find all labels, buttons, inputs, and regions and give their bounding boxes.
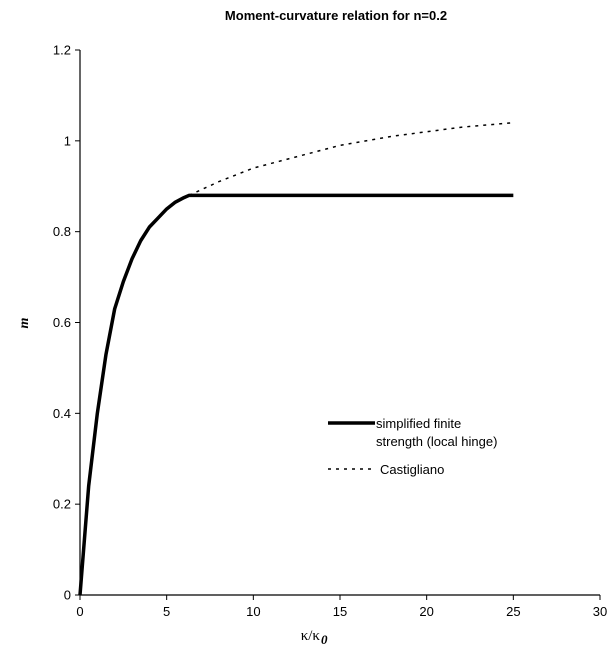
series-line-simplified — [78, 193, 514, 596]
series-layer — [78, 121, 514, 596]
y-ticks: 0 0.2 0.4 0.6 0.8 1 1.2 — [53, 43, 80, 603]
x-tick-label: 5 — [163, 604, 170, 619]
y-tick-label: 1 — [64, 133, 71, 148]
plot-area: 0 0.2 0.4 0.6 0.8 1 1.2 0 5 10 15 20 25 30 — [53, 43, 607, 620]
x-tick-label: 30 — [593, 604, 607, 619]
y-tick-label: 0 — [64, 588, 71, 603]
y-tick-label: 0.2 — [53, 497, 71, 512]
series-line-castigliano — [188, 121, 514, 197]
y-tick-label: 0.6 — [53, 315, 71, 330]
x-tick-label: 10 — [246, 604, 260, 619]
legend-label-solid: simplified finite strength (local hinge) — [376, 416, 497, 449]
x-tick-label: 0 — [76, 604, 83, 619]
x-axis-label-subscript: 0 — [321, 632, 328, 647]
chart-title: Moment-curvature relation for n=0.2 — [225, 8, 447, 23]
legend-label-dashed: Castigliano — [380, 462, 444, 477]
legend: simplified finite strength (local hinge)… — [328, 416, 497, 477]
y-tick-label: 0.8 — [53, 224, 71, 239]
x-axis-label-main: κ/κ — [301, 628, 321, 644]
x-axis-label: κ/κ 0 — [301, 628, 328, 647]
x-tick-label: 25 — [506, 604, 520, 619]
x-tick-label: 20 — [419, 604, 433, 619]
y-axis-label: m — [17, 317, 32, 328]
y-tick-label: 1.2 — [53, 43, 71, 58]
x-tick-label: 15 — [333, 604, 347, 619]
y-tick-label: 0.4 — [53, 406, 71, 421]
x-ticks: 0 5 10 15 20 25 30 — [76, 595, 607, 619]
